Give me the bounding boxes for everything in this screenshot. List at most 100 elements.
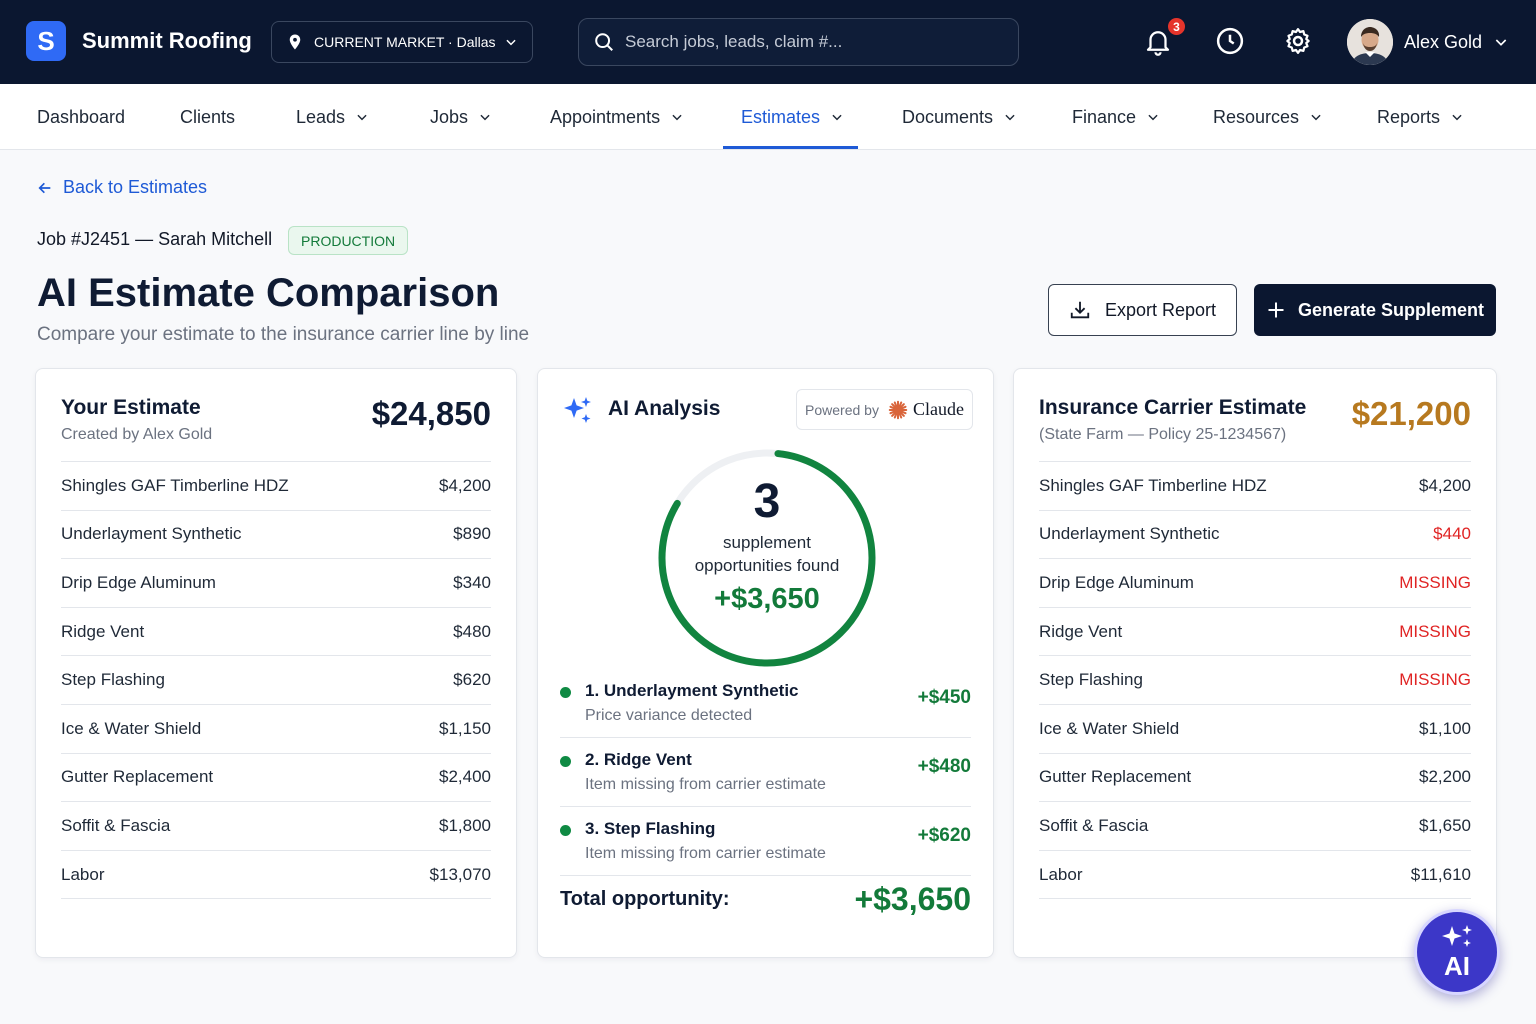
back-link[interactable]: Back to Estimates: [37, 177, 207, 198]
page-subtitle: Compare your estimate to the insurance c…: [37, 324, 530, 345]
opportunity-item-amount: +$450: [917, 687, 971, 708]
chevron-down-icon[interactable]: [1493, 34, 1509, 50]
history-button[interactable]: [1213, 24, 1247, 58]
line-item-name: Shingles GAF Timberline HDZ: [61, 475, 289, 495]
line-item-amount: $340: [453, 572, 491, 592]
nav-label: Dashboard: [37, 106, 126, 127]
line-item-amount: $1,800: [439, 815, 491, 835]
opportunity-item[interactable]: 1. Underlayment Synthetic Price variance…: [560, 669, 971, 738]
status-dot: [560, 687, 571, 698]
search-bar: [578, 18, 1019, 66]
line-item: Ridge Vent $480: [61, 608, 491, 657]
line-item: Labor $11,610: [1039, 851, 1471, 900]
chevron-down-icon: [506, 39, 516, 46]
opportunity-amount: +$3,650: [714, 583, 820, 615]
opportunity-title: 2. Ridge Vent: [585, 750, 692, 769]
nav-clients[interactable]: Clients: [180, 84, 235, 150]
chevron-down-icon: [357, 114, 367, 121]
card-title: Insurance Carrier Estimate: [1039, 396, 1307, 419]
nav-jobs[interactable]: Jobs: [430, 84, 492, 150]
opportunity-label-line: opportunities found: [694, 556, 840, 575]
line-items: Shingles GAF Timberline HDZ $4,200 Underl…: [1039, 461, 1471, 900]
opportunity-item[interactable]: 2. Ridge Vent Item missing from carrier …: [560, 738, 971, 807]
card-subtitle: Created by Alex Gold: [61, 426, 213, 443]
line-items: Shingles GAF Timberline HDZ $4,200 Underl…: [61, 461, 491, 900]
line-item-name: Shingles GAF Timberline HDZ: [1039, 475, 1267, 495]
ai-analysis-card: AI Analysis Powered by Claude 3 suppleme…: [537, 368, 994, 958]
line-item-amount: $1,100: [1419, 718, 1471, 738]
market-selector[interactable]: CURRENT MARKET · Dallas: [271, 21, 533, 63]
search-icon: [595, 33, 613, 51]
settings-button[interactable]: [1281, 24, 1315, 58]
brand-name: Summit Roofing: [82, 28, 252, 53]
main-nav: Dashboard Clients Leads Jobs Appointment…: [0, 84, 1536, 150]
opportunity-description: Price variance detected: [585, 707, 753, 724]
line-item-name: Ice & Water Shield: [61, 718, 202, 738]
card-title: AI Analysis: [608, 397, 721, 420]
nav-label: Resources: [1213, 106, 1300, 127]
line-item: Soffit & Fascia $1,650: [1039, 802, 1471, 851]
search-input[interactable]: [625, 32, 1005, 52]
line-item: Drip Edge Aluminum MISSING: [1039, 559, 1471, 608]
line-item-amount: $4,200: [1419, 475, 1471, 495]
nav-resources[interactable]: Resources: [1213, 84, 1323, 150]
nav-dashboard[interactable]: Dashboard: [37, 84, 125, 150]
ai-assistant-button[interactable]: AI: [1414, 909, 1500, 995]
line-item-name: Step Flashing: [1039, 670, 1143, 690]
total-opportunity-amount: +$3,650: [854, 881, 971, 917]
line-item-name: Drip Edge Aluminum: [1039, 572, 1194, 592]
opportunity-list: 1. Underlayment Synthetic Price variance…: [560, 669, 971, 876]
top-bar: S Summit Roofing CURRENT MARKET · Dallas…: [0, 0, 1536, 84]
starburst-icon: [888, 400, 908, 419]
line-item-name: Gutter Replacement: [61, 767, 214, 787]
card-title: Your Estimate: [61, 396, 201, 419]
avatar[interactable]: [1347, 19, 1393, 65]
powered-by-label: Powered by: [805, 401, 879, 418]
download-icon: [1070, 301, 1090, 319]
opportunity-item[interactable]: 3. Step Flashing Item missing from carri…: [560, 807, 971, 876]
opportunity-title: 3. Step Flashing: [585, 819, 716, 838]
opportunity-count: 3: [753, 475, 781, 528]
line-item-amount: $620: [453, 670, 491, 690]
notifications-button[interactable]: [1141, 24, 1175, 58]
status-badge: PRODUCTION: [288, 226, 409, 255]
line-item-amount: $1,150: [439, 718, 491, 738]
chevron-down-icon: [832, 114, 842, 121]
opportunity-item-amount: +$620: [917, 825, 971, 846]
line-item-name: Ridge Vent: [1039, 621, 1123, 641]
opportunity-description: Item missing from carrier estimate: [585, 845, 826, 862]
nav-documents[interactable]: Documents: [902, 84, 1017, 150]
status-dot: [560, 756, 571, 767]
line-item-amount: $13,070: [429, 864, 491, 884]
sparkle-icon: [564, 397, 591, 423]
line-item-name: Ice & Water Shield: [1039, 718, 1180, 738]
app-logo[interactable]: S: [26, 21, 66, 61]
nav-estimates[interactable]: Estimates: [741, 84, 844, 150]
generate-supplement-button[interactable]: Generate Supplement: [1254, 284, 1496, 336]
line-item-name: Underlayment Synthetic: [61, 524, 242, 544]
line-item-name: Underlayment Synthetic: [1039, 524, 1220, 544]
line-item-name: Soffit & Fascia: [61, 815, 171, 835]
nav-label: Reports: [1377, 106, 1441, 127]
line-item: Step Flashing MISSING: [1039, 656, 1471, 705]
nav-label: Clients: [180, 106, 236, 127]
export-report-label: Export Report: [1104, 299, 1217, 320]
export-report-button[interactable]: Export Report: [1048, 284, 1237, 336]
nav-leads[interactable]: Leads: [296, 84, 369, 150]
carrier-estimate-card: Insurance Carrier Estimate (State Farm —…: [1013, 368, 1497, 958]
nav-finance[interactable]: Finance: [1072, 84, 1160, 150]
generate-supplement-label: Generate Supplement: [1297, 299, 1485, 320]
line-item-amount: $11,610: [1410, 864, 1471, 884]
opportunity-title: 1. Underlayment Synthetic: [585, 681, 799, 700]
job-reference: Job #J2451 — Sarah Mitchell: [37, 229, 273, 249]
user-name[interactable]: Alex Gold: [1404, 32, 1483, 52]
carrier-total: $21,200: [1351, 395, 1471, 432]
nav-label: Leads: [296, 106, 346, 127]
line-item: Shingles GAF Timberline HDZ $4,200: [61, 462, 491, 511]
chevron-down-icon: [1311, 114, 1321, 121]
line-item-amount: $1,650: [1419, 815, 1471, 835]
line-item-name: Soffit & Fascia: [1039, 815, 1149, 835]
nav-reports[interactable]: Reports: [1377, 84, 1464, 150]
nav-appointments[interactable]: Appointments: [550, 84, 684, 150]
line-item: Soffit & Fascia $1,800: [61, 802, 491, 851]
